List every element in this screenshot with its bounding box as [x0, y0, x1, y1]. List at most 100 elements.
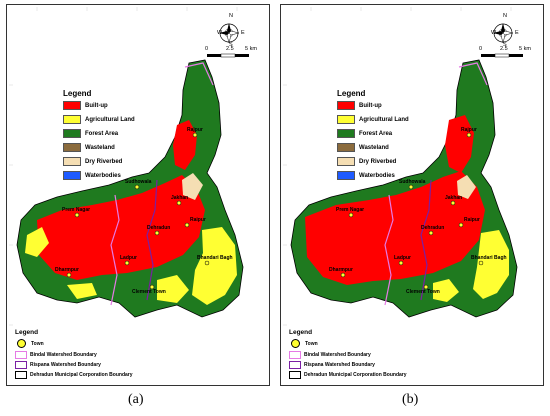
- svg-text:Ladpur: Ladpur: [120, 255, 137, 261]
- swatch: [15, 361, 27, 369]
- svg-text:Jakhan: Jakhan: [171, 195, 188, 201]
- scale-label-0: 0: [205, 46, 209, 52]
- swatch: [63, 143, 81, 152]
- east-label: E: [515, 30, 519, 36]
- riverbed-b: [457, 175, 476, 199]
- swatch: [289, 361, 301, 369]
- swatch: [289, 371, 301, 379]
- riverbed-a: [182, 173, 203, 200]
- builtup-north-b: [445, 115, 474, 173]
- swatch: [63, 115, 81, 124]
- svg-text:Raipur: Raipur: [190, 217, 206, 223]
- legend-item-agri: Agricultural Land: [337, 115, 409, 124]
- swatch: [15, 371, 27, 379]
- legend-item-riverbed: Dry Riverbed: [337, 157, 396, 166]
- land-use-map-a: Rajpur Sudhowala Prem Nagar Dehradun Rai…: [9, 7, 249, 326]
- svg-text:Bhandari Bagh: Bhandari Bagh: [197, 255, 233, 261]
- legend-item-riverbed: Dry Riverbed: [63, 157, 122, 166]
- svg-text:Rajpur: Rajpur: [461, 127, 477, 133]
- rispana-boundary-a: [146, 179, 158, 301]
- agri-east-a: [192, 227, 237, 305]
- north-label: N: [229, 13, 233, 19]
- towns-a: [66, 132, 210, 290]
- town-labels-b: Rajpur Sudhowala Prem Nagar Dehradun Rai…: [329, 127, 507, 295]
- svg-text:Dehradun: Dehradun: [147, 225, 170, 231]
- legend-item-builtup: Built-up: [337, 101, 382, 110]
- north-arrow-icon: [493, 23, 514, 44]
- legend-bindal: Bindal Watershed Boundary: [15, 351, 97, 359]
- scale-label-0: 0: [479, 46, 483, 52]
- swatch: [15, 351, 27, 359]
- svg-text:Bhandari Bagh: Bhandari Bagh: [471, 255, 507, 261]
- svg-text:Dharmpur: Dharmpur: [329, 267, 353, 273]
- builtup-north-a: [173, 120, 197, 170]
- builtup-main-a: [37, 175, 205, 280]
- town-icon: [291, 339, 300, 348]
- legend-title: Legend: [337, 89, 366, 98]
- swatch: [337, 101, 355, 110]
- swatch: [289, 351, 301, 359]
- svg-text:Raipur: Raipur: [464, 217, 480, 223]
- legend-town: Town: [291, 339, 318, 348]
- swatch: [337, 143, 355, 152]
- town-icon: [17, 339, 26, 348]
- swatch: [63, 101, 81, 110]
- agri-west-a: [25, 227, 49, 257]
- legend-item-agri: Agricultural Land: [63, 115, 135, 124]
- south-label: S: [229, 42, 233, 48]
- map-panel-b: Rajpur Sudhowala Prem Nagar Dehradun Rai…: [280, 4, 544, 386]
- south-label: S: [503, 42, 507, 48]
- agri-east-b: [473, 230, 509, 299]
- towns-b: [340, 132, 484, 290]
- east-label: E: [241, 30, 245, 36]
- swatch: [337, 171, 355, 180]
- legend-municipal: Dehradun Municipal Corporation Boundary: [15, 371, 133, 379]
- svg-text:Rajpur: Rajpur: [187, 127, 203, 133]
- legend-item-builtup: Built-up: [63, 101, 108, 110]
- swatch: [337, 115, 355, 124]
- legend-item-forest: Forest Area: [63, 129, 118, 138]
- west-label: W: [491, 30, 497, 36]
- swatch: [337, 157, 355, 166]
- svg-text:Prem Nagar: Prem Nagar: [62, 207, 90, 213]
- caption-a: (a): [128, 392, 144, 407]
- scale-bar: [481, 53, 523, 58]
- bindal-north-a: [184, 62, 214, 86]
- svg-text:Ladpur: Ladpur: [394, 255, 411, 261]
- scale-bar: [207, 53, 249, 58]
- north-arrow-icon: [219, 23, 240, 44]
- map-panel-a: Rajpur Sudhowala Prem Nagar Dehradun Rai…: [6, 4, 270, 386]
- land-use-map-b: Rajpur Sudhowala Prem Nagar Dehradun Rai…: [283, 7, 523, 326]
- legend-municipal: Dehradun Municipal Corporation Boundary: [289, 371, 407, 379]
- caption-b: (b): [402, 392, 419, 407]
- legend-item-wasteland: Wasteland: [337, 143, 389, 152]
- svg-text:Prem Nagar: Prem Nagar: [336, 207, 364, 213]
- legend-rispana: Rispana Watershed Boundary: [289, 361, 375, 369]
- boundary-legend-title: Legend: [15, 329, 39, 336]
- legend-rispana: Rispana Watershed Boundary: [15, 361, 101, 369]
- north-label: N: [503, 13, 507, 19]
- scale-label-mid: 2.5: [500, 46, 508, 52]
- svg-text:Sudhowala: Sudhowala: [399, 179, 426, 185]
- svg-text:Clement Town: Clement Town: [406, 289, 440, 295]
- scale-label-end: 5 km: [519, 46, 531, 52]
- swatch: [63, 157, 81, 166]
- scale-label-mid: 2.5: [226, 46, 234, 52]
- swatch: [337, 129, 355, 138]
- swatch: [63, 171, 81, 180]
- svg-text:Dehradun: Dehradun: [421, 225, 444, 231]
- bindal-north-b: [458, 62, 488, 86]
- boundary-legend-title: Legend: [289, 329, 313, 336]
- builtup-main-b: [305, 171, 485, 285]
- legend-bindal: Bindal Watershed Boundary: [289, 351, 371, 359]
- bindal-boundary-a: [110, 194, 120, 306]
- svg-text:Clement Town: Clement Town: [132, 289, 166, 295]
- svg-text:Jakhan: Jakhan: [445, 195, 462, 201]
- swatch: [63, 129, 81, 138]
- agri-sw-a: [67, 283, 97, 299]
- west-label: W: [217, 30, 223, 36]
- agri-south-b: [433, 279, 459, 302]
- scale-label-end: 5 km: [245, 46, 257, 52]
- legend-item-waterbodies: Waterbodies: [63, 171, 121, 180]
- legend-item-forest: Forest Area: [337, 129, 392, 138]
